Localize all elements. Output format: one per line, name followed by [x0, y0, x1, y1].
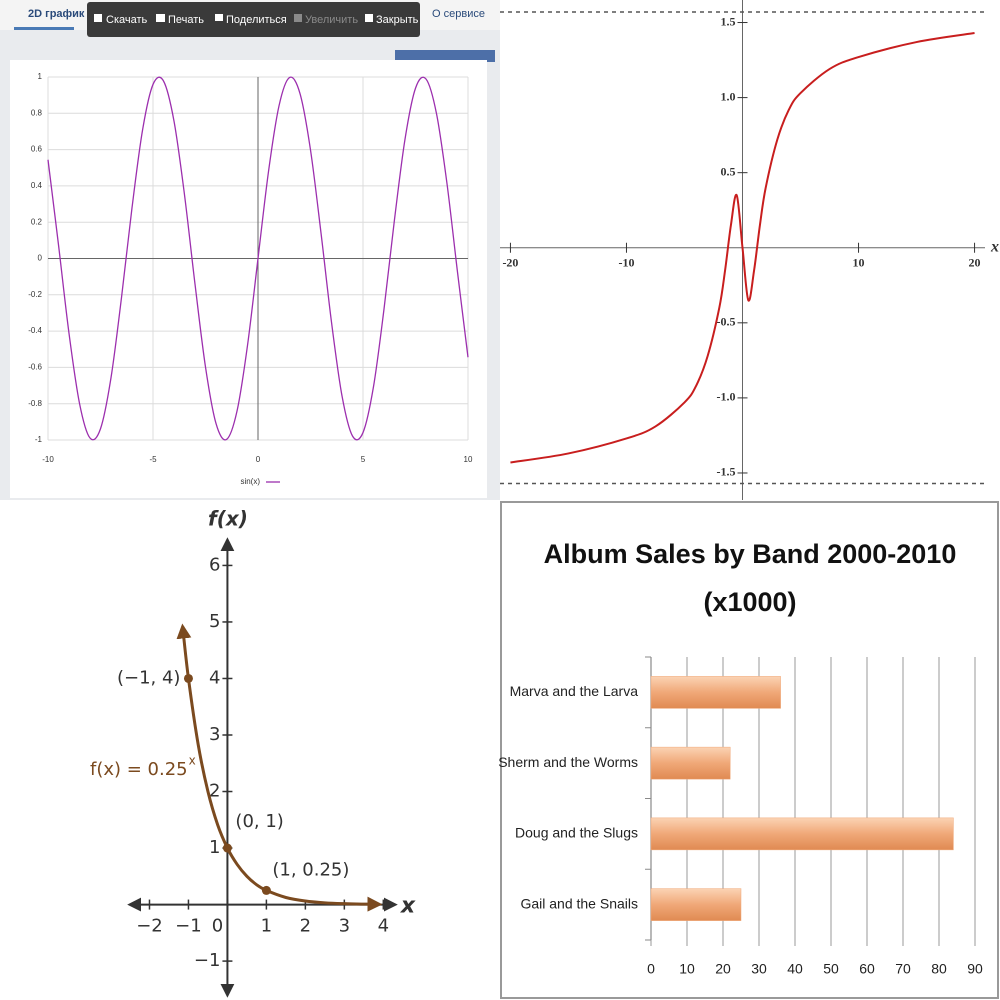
point-label: (1, 0.25) [272, 859, 349, 880]
y-tick-label: -0.8 [28, 399, 42, 408]
x-tick-label: 2 [300, 916, 311, 937]
bar [650, 746, 731, 780]
point-label: (−1, 4) [117, 667, 180, 688]
x-tick-label: 3 [339, 916, 350, 937]
y-tick-label: -0.6 [28, 363, 42, 372]
point [222, 843, 232, 853]
x-tick-label: -10 [42, 455, 54, 464]
category-label: Doug and the Slugs [515, 825, 638, 841]
chart-panel [500, 501, 999, 999]
y-tick-label: 6 [209, 554, 220, 575]
y-tick-label: 5 [209, 611, 220, 632]
x-axis-label: x [400, 894, 416, 919]
y-tick-label: -1 [35, 435, 43, 444]
x-tick-label: 70 [895, 961, 911, 977]
x-tick-label: 0 [256, 455, 261, 464]
y-tick-label: 0.2 [31, 217, 43, 226]
toolbar-button[interactable]: Скачать [106, 14, 148, 26]
line [47, 76, 469, 441]
x-tick-label: -20 [502, 255, 518, 269]
x-tick-label: 20 [715, 961, 731, 977]
x-tick-label: 5 [361, 455, 366, 464]
point-label: (0, 1) [235, 811, 283, 832]
x-tick-label: 1 [261, 916, 272, 937]
x-tick-label: 90 [967, 961, 983, 977]
x-tick-label: 40 [787, 961, 803, 977]
x-tick-label: 50 [823, 961, 839, 977]
x-tick-label: −1 [175, 916, 202, 937]
annotation-exponent: x [189, 754, 196, 768]
x-tick-label: 0 [647, 961, 655, 977]
chart-panel [10, 60, 487, 498]
y-tick-label: -0.2 [28, 290, 42, 299]
bar [650, 817, 954, 851]
toolbar-button[interactable]: Закрыть [376, 14, 419, 26]
x-axis-label: x [990, 238, 999, 255]
line [510, 32, 975, 464]
x-tick-label: 10 [464, 455, 473, 464]
y-tick-label: 4 [209, 667, 220, 688]
y-axis-label: f(x) [208, 507, 248, 531]
x-tick-label: −2 [136, 916, 163, 937]
x-tick-label: 80 [931, 961, 947, 977]
toolbar-icon [215, 14, 223, 21]
toolbar-button[interactable]: Поделиться [226, 14, 287, 26]
bar [650, 676, 781, 709]
category-label: Gail and the Snails [520, 895, 638, 911]
y-tick-label: -0.4 [28, 326, 42, 335]
bar [650, 888, 742, 921]
chart-panel [0, 500, 500, 1000]
y-tick-label: 0 [38, 254, 43, 263]
x-tick-label: 30 [751, 961, 767, 977]
y-tick-label: -1.5 [717, 465, 736, 479]
y-tick-label: 1.0 [721, 89, 736, 103]
chart-panel [500, 0, 1000, 500]
y-tick-label: 1 [38, 72, 43, 81]
category-label: Marva and the Larva [510, 683, 639, 699]
y-tick-label: 1.5 [721, 14, 736, 28]
chart-subtitle: (x1000) [703, 587, 796, 617]
legend-label: sin(x) [240, 477, 260, 486]
x-tick-label: -5 [149, 455, 157, 464]
y-tick-label: 0.8 [31, 108, 43, 117]
y-tick-label: −1 [194, 950, 221, 971]
x-tick-label: 60 [859, 961, 875, 977]
y-tick-label: -0.5 [717, 315, 736, 329]
tab-underline [14, 27, 74, 30]
y-tick-label: 0.5 [721, 164, 736, 178]
x-tick-label: -10 [618, 255, 634, 269]
chart-title: Album Sales by Band 2000-2010 [544, 539, 957, 569]
toolbar-icon [365, 14, 373, 22]
y-tick-label: -1.0 [717, 390, 736, 404]
annotation: f(x) = 0.25 [90, 759, 188, 780]
point [261, 885, 271, 895]
tab[interactable]: О сервисе [432, 8, 485, 20]
social-icons [395, 50, 495, 62]
x-tick-label: 4 [378, 916, 389, 937]
tab[interactable]: 2D график [28, 8, 85, 20]
x-tick-label: 0 [212, 916, 223, 937]
toolbar-button[interactable]: Увеличить [305, 14, 358, 26]
y-tick-label: 0.6 [31, 145, 43, 154]
x-tick-label: 10 [679, 961, 695, 977]
category-label: Sherm and the Worms [498, 754, 638, 770]
toolbar-icon [94, 14, 102, 22]
x-tick-label: 10 [853, 255, 865, 269]
y-tick-label: 3 [209, 724, 220, 745]
toolbar-icon [294, 14, 302, 22]
y-tick-label: 1 [209, 837, 220, 858]
toolbar-icon [156, 14, 165, 22]
toolbar [87, 2, 420, 37]
x-tick-label: 20 [969, 255, 981, 269]
toolbar-button[interactable]: Печать [168, 14, 204, 26]
point [183, 673, 193, 683]
line [176, 623, 383, 912]
y-tick-label: 0.4 [31, 181, 43, 190]
